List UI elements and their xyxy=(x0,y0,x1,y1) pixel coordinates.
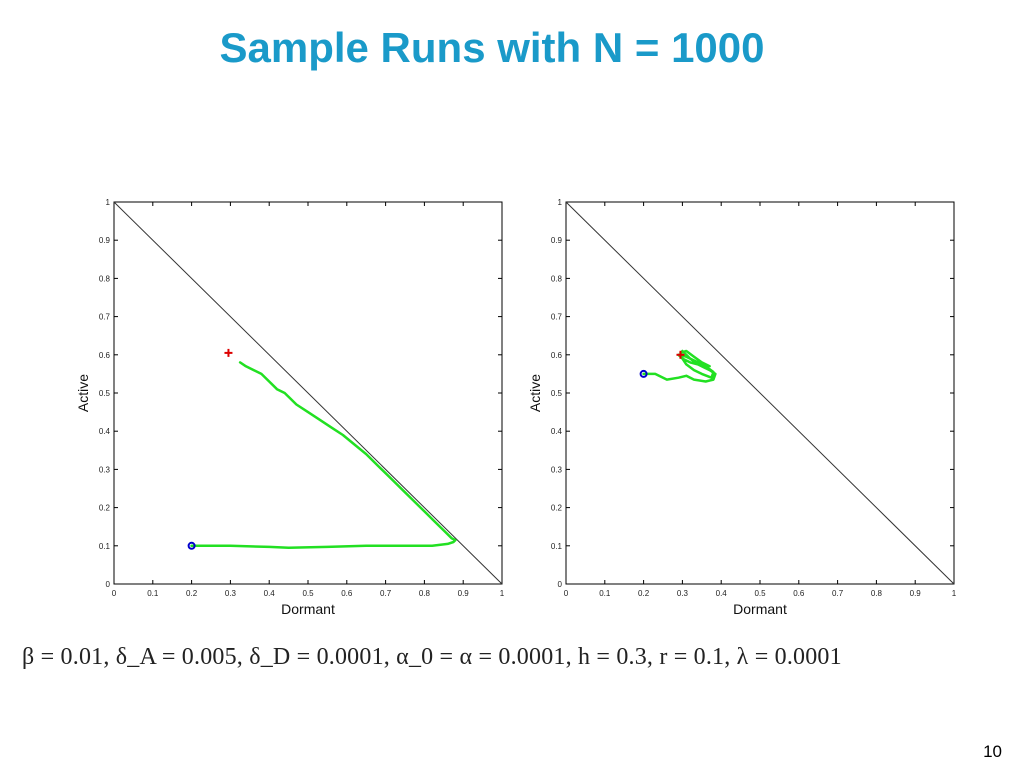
trajectory-series xyxy=(190,361,457,549)
x-axis-label: Dormant xyxy=(733,601,787,617)
parameter-list: β = 0.01, δ_A = 0.005, δ_D = 0.0001, α_0… xyxy=(22,644,842,670)
x-tick-label: 0.6 xyxy=(793,589,805,598)
y-tick-label: 0.4 xyxy=(99,427,111,436)
y-tick-label: 0 xyxy=(106,580,111,589)
y-tick-label: 0.1 xyxy=(551,542,563,551)
x-tick-label: 0.1 xyxy=(599,589,611,598)
slide-title: Sample Runs with N = 1000 xyxy=(219,24,765,71)
x-tick-label: 0.9 xyxy=(458,589,470,598)
x-tick-label: 0 xyxy=(112,589,117,598)
page-number: 10 xyxy=(983,742,1002,761)
x-tick-label: 0.8 xyxy=(871,589,883,598)
x-tick-label: 0.4 xyxy=(716,589,728,598)
x-tick-label: 0.9 xyxy=(910,589,922,598)
x-tick-label: 0.2 xyxy=(186,589,198,598)
y-tick-label: 1 xyxy=(106,198,111,207)
y-tick-label: 0.7 xyxy=(551,313,563,322)
y-tick-label: 0.9 xyxy=(551,236,563,245)
diagonal-line xyxy=(113,201,503,585)
y-tick-label: 0.1 xyxy=(99,542,111,551)
y-tick-label: 0.4 xyxy=(551,427,563,436)
x-tick-label: 0.8 xyxy=(419,589,431,598)
y-tick-label: 0.3 xyxy=(99,465,111,474)
y-axis-label: Active xyxy=(527,374,543,412)
x-axis-label: Dormant xyxy=(281,601,335,617)
x-tick-label: 1 xyxy=(500,589,505,598)
end-point-marker xyxy=(224,348,233,357)
y-tick-label: 0.6 xyxy=(551,351,563,360)
x-tick-label: 0 xyxy=(564,589,569,598)
y-tick-label: 0.5 xyxy=(99,389,111,398)
y-tick-label: 0.8 xyxy=(99,274,111,283)
x-tick-label: 0.3 xyxy=(225,589,237,598)
y-tick-label: 0.5 xyxy=(551,389,563,398)
end-point-marker xyxy=(676,350,685,359)
phase-plot-right: 0 0.1 0.2 0.3 0.4 0.5 0.6 0.7 0.8 0.9 1 0 0.1 0.2 0.3 0… xyxy=(527,198,957,617)
y-tick-label: 0.8 xyxy=(551,274,563,283)
start-point-marker xyxy=(639,369,648,378)
phase-plot-left: 0 0.1 0.2 0.3 0.4 0.5 0.6 0.7 0.8 0.9 1 0 0.1 0.2 0.3 0… xyxy=(75,198,505,617)
y-tick-label: 0.7 xyxy=(99,313,111,322)
y-tick-label: 0.2 xyxy=(551,504,563,513)
x-tick-label: 0.3 xyxy=(677,589,689,598)
y-tick-label: 0 xyxy=(558,580,563,589)
x-tick-label: 1 xyxy=(952,589,957,598)
y-tick-label: 0.9 xyxy=(99,236,111,245)
y-tick-label: 0.6 xyxy=(99,351,111,360)
x-tick-label: 0.4 xyxy=(264,589,276,598)
trajectory-series xyxy=(642,349,717,383)
x-tick-label: 0.5 xyxy=(302,589,314,598)
start-point-marker xyxy=(187,541,196,550)
x-tick-label: 0.7 xyxy=(380,589,392,598)
x-tick-label: 0.7 xyxy=(832,589,844,598)
y-tick-label: 0.2 xyxy=(99,504,111,513)
diagonal-line xyxy=(565,201,955,585)
y-tick-label: 1 xyxy=(558,198,563,207)
x-tick-label: 0.2 xyxy=(638,589,650,598)
y-tick-label: 0.3 xyxy=(551,465,563,474)
y-axis-label: Active xyxy=(75,374,91,412)
x-tick-label: 0.5 xyxy=(754,589,766,598)
x-tick-label: 0.1 xyxy=(147,589,159,598)
x-tick-label: 0.6 xyxy=(341,589,353,598)
